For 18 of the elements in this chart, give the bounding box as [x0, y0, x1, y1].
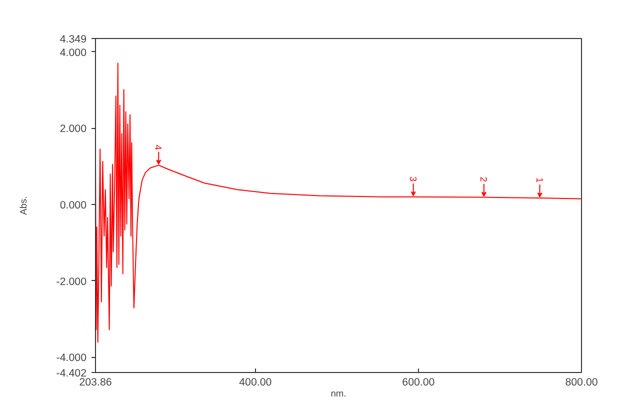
- x-axis-title: nm.: [330, 388, 346, 398]
- y-tick-label: -4.402: [56, 368, 87, 380]
- x-tick-label: 203.86: [79, 376, 112, 388]
- line-series: [96, 62, 582, 343]
- annotation: 4: [153, 144, 164, 150]
- y-tick-label: 0.000: [60, 199, 87, 212]
- annotation: 2: [478, 176, 488, 182]
- annotation: 3: [408, 176, 418, 182]
- x-tick-label: 800.00: [565, 376, 598, 388]
- x-tick-label: 400.00: [239, 376, 272, 388]
- annotation: 1: [534, 178, 544, 183]
- x-tick-label: 600.00: [402, 376, 435, 388]
- y-tick-label: -2.000: [56, 276, 87, 288]
- y-tick-label: 4.000: [60, 46, 87, 59]
- y-tick-label: 2.000: [60, 123, 87, 136]
- y-tick-label: 4.349: [60, 34, 87, 46]
- y-axis-title: Abs.: [18, 196, 28, 215]
- y-tick-label: -4.000: [56, 352, 87, 364]
